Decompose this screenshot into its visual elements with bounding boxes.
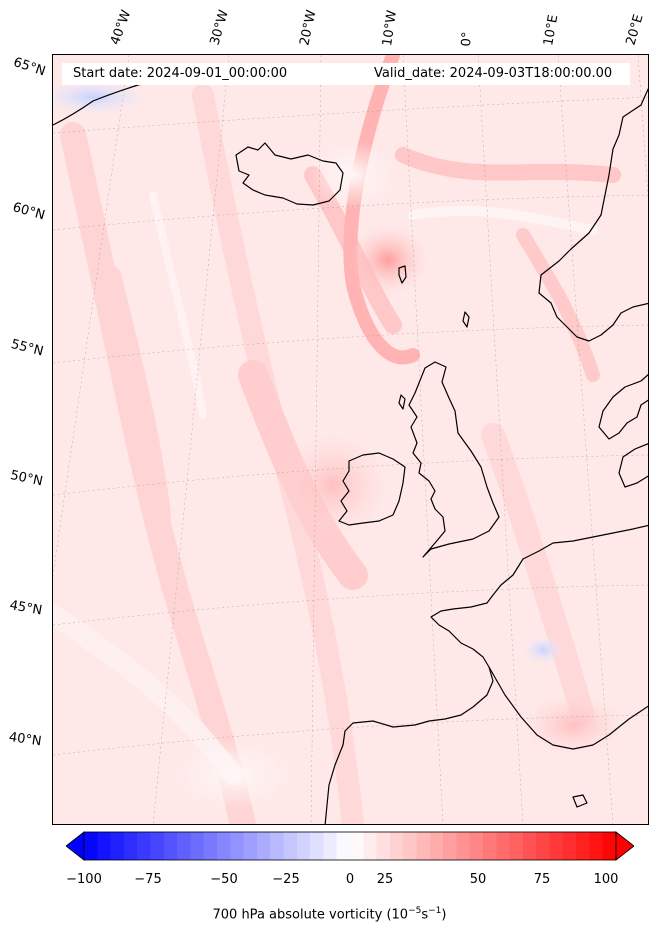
lat-label-55n: 55°N (9, 337, 45, 360)
colorbar-title: 700 hPa absolute vorticity (10−5s−1) (0, 906, 659, 922)
field-weak-area (308, 140, 398, 210)
colorbar-tick-label: 100 (593, 872, 619, 887)
map-canvas (53, 55, 648, 824)
lon-label-40w: 40°W (107, 8, 135, 47)
lon-label-30w: 30°W (207, 8, 232, 48)
lon-label-0: 0° (459, 31, 476, 47)
vorticity-maximum-north (348, 225, 428, 295)
colorbar-tick-label: −25 (272, 872, 300, 887)
vorticity-map[interactable] (52, 54, 649, 825)
colorbar-title-main: 700 hPa absolute vorticity (10 (212, 907, 409, 923)
lat-label-60n: 60°N (10, 200, 47, 224)
colorbar-title-mid: s (421, 907, 429, 923)
colorbar-tick-label: −50 (210, 872, 238, 887)
colorbar (66, 831, 634, 861)
colorbar-scale (83, 831, 617, 861)
lon-label-20e: 20°E (623, 12, 647, 47)
lon-label-10w: 10°W (380, 9, 400, 47)
start-date-label: Start date: 2024-09-01_00:00:00 (73, 66, 288, 81)
lon-label-20w: 20°W (297, 8, 320, 47)
vorticity-maximum-ireland (278, 435, 388, 535)
colorbar-extend-max (615, 831, 634, 861)
colorbar-tick-label: 75 (533, 872, 551, 887)
valid-date-label: Valid_date: 2024-09-03T18:00:00.00 (374, 66, 613, 81)
lat-label-40n: 40°N (7, 730, 43, 750)
colorbar-tick-label: 25 (376, 872, 394, 887)
negative-vorticity-area-biscay (523, 636, 563, 664)
lon-label-10e: 10°E (541, 13, 562, 47)
colorbar-tick-label: 0 (345, 872, 355, 887)
vorticity-maximum-iberia (523, 695, 623, 755)
colorbar-extend-min (66, 831, 85, 861)
lat-label-45n: 45°N (8, 598, 44, 619)
field-weak-area-south (173, 740, 293, 810)
lat-label-65n: 65°N (11, 55, 48, 80)
colorbar-tick-label: −75 (134, 872, 162, 887)
info-bar (62, 63, 630, 85)
colorbar-tick-label: 50 (469, 872, 487, 887)
colorbar-tick-label: −100 (66, 872, 102, 887)
colorbar-title-end: ) (441, 907, 447, 923)
lat-label-50n: 50°N (8, 468, 45, 490)
negative-vorticity-area (53, 79, 148, 115)
colorbar-title-exp2: −1 (428, 906, 442, 916)
coastlines (53, 81, 648, 824)
colorbar-title-exp1: −5 (408, 906, 422, 916)
